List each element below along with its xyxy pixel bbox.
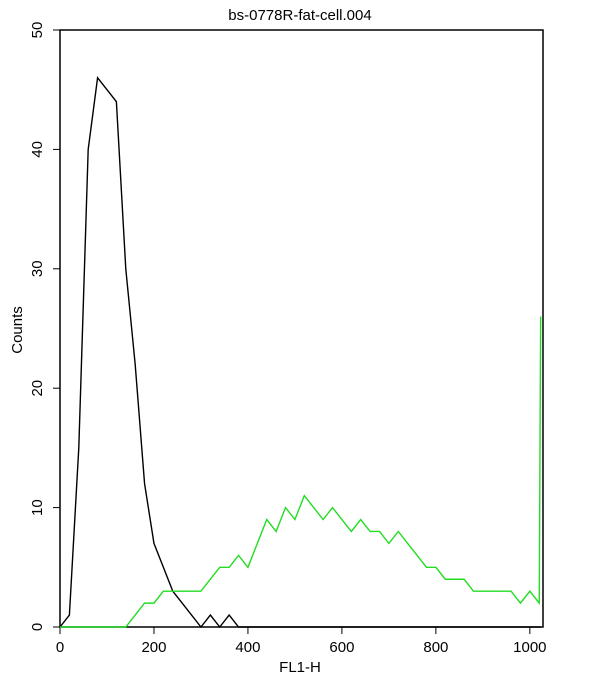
x-axis-label: FL1-H bbox=[279, 659, 321, 676]
y-tick-label: 20 bbox=[29, 380, 46, 397]
data-line bbox=[59, 76, 541, 629]
x-tick-label: 400 bbox=[235, 639, 260, 656]
y-tick-label: 40 bbox=[29, 141, 46, 158]
x-tick-label: 800 bbox=[423, 639, 448, 656]
y-axis-label: Counts bbox=[9, 306, 26, 354]
y-tick-label: 30 bbox=[29, 260, 46, 277]
chart-title: bs-0778R-fat-cell.004 bbox=[228, 7, 371, 24]
y-tick-label: 50 bbox=[29, 22, 46, 39]
y-tick-label: 10 bbox=[29, 499, 46, 516]
x-tick-label: 600 bbox=[329, 639, 354, 656]
x-tick-label: 1000 bbox=[513, 639, 546, 656]
x-tick-label: 200 bbox=[141, 639, 166, 656]
y-tick-label: 0 bbox=[29, 623, 46, 631]
x-tick-label: 0 bbox=[56, 639, 64, 656]
plot-frame bbox=[59, 29, 544, 628]
data-line bbox=[60, 316, 542, 628]
